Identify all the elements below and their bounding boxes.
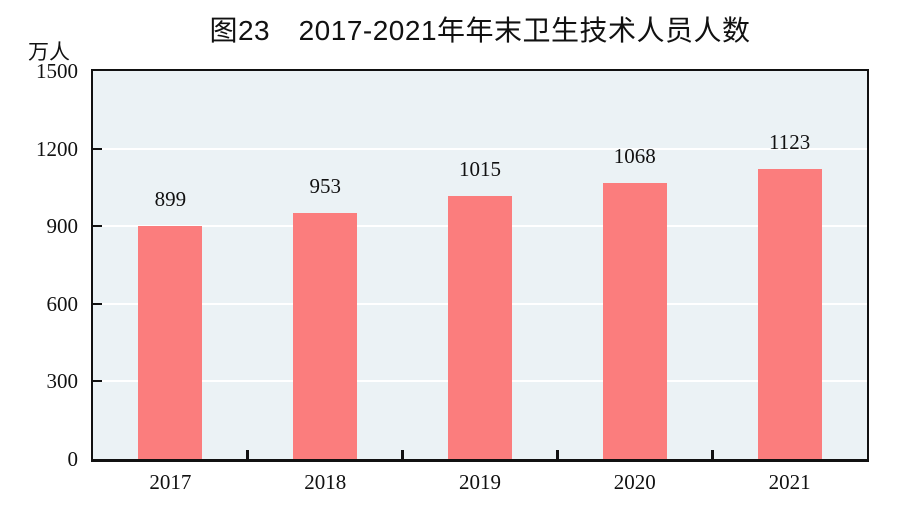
bar [138, 226, 203, 459]
bar-value-label: 899 [154, 187, 187, 212]
bar-value-label: 1123 [768, 129, 811, 154]
y-tick-label: 1200 [36, 136, 78, 161]
bar-value-label: 953 [309, 173, 341, 198]
x-tick-label: 2019 [459, 470, 501, 494]
y-tick-label: 600 [46, 291, 79, 316]
bar [448, 196, 512, 459]
bar [602, 182, 667, 459]
bar [293, 212, 358, 459]
plot-area: 899 953 1015 1068 1123 [91, 69, 869, 462]
y-axis-unit-label: 万人 [28, 40, 70, 64]
y-tick-label: 300 [46, 369, 79, 394]
x-tick-label: 2021 [768, 470, 811, 494]
chart-title: 图23 2017-2021年年末卫生技术人员人数 [209, 15, 751, 46]
y-tick-mark [93, 302, 102, 305]
y-tick-mark [93, 225, 102, 228]
x-tick-mark [401, 450, 405, 459]
x-tick-mark [710, 450, 714, 459]
y-tick-mark [93, 147, 102, 150]
gridline [93, 147, 867, 150]
x-tick-label: 2020 [613, 470, 656, 494]
bar-value-label: 1068 [613, 143, 656, 168]
x-tick-label: 2017 [149, 470, 192, 494]
x-tick-label: 2018 [304, 470, 347, 494]
bar [757, 168, 822, 459]
y-tick-mark [93, 380, 102, 383]
x-tick-mark [555, 450, 559, 459]
x-tick-mark [246, 450, 250, 459]
y-tick-label: 1500 [36, 59, 78, 83]
y-tick-label: 900 [46, 214, 79, 239]
bar-value-label: 1015 [459, 157, 501, 182]
y-tick-label: 0 [67, 447, 79, 471]
